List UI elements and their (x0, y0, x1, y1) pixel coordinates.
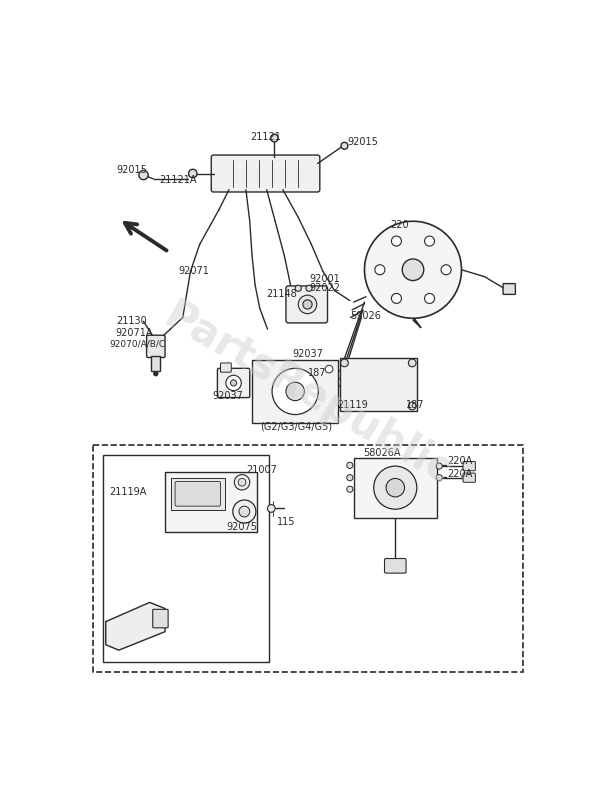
Polygon shape (106, 602, 165, 650)
Text: 220: 220 (391, 220, 409, 230)
Circle shape (347, 462, 353, 469)
Text: 187: 187 (308, 368, 326, 378)
Circle shape (402, 259, 424, 280)
Circle shape (391, 236, 401, 246)
Circle shape (239, 506, 250, 517)
Circle shape (154, 371, 158, 376)
Text: 92037: 92037 (212, 391, 243, 401)
Circle shape (233, 500, 256, 523)
FancyBboxPatch shape (220, 363, 231, 372)
Text: 92071A: 92071A (116, 328, 153, 338)
Circle shape (409, 359, 416, 367)
Bar (340, 358, 417, 411)
Bar (171, 477, 225, 510)
FancyBboxPatch shape (217, 368, 250, 397)
Circle shape (272, 368, 318, 414)
Circle shape (386, 478, 404, 497)
FancyBboxPatch shape (463, 473, 475, 482)
Circle shape (441, 265, 451, 275)
Circle shape (230, 380, 236, 386)
Text: 21130: 21130 (116, 316, 146, 327)
Circle shape (436, 463, 442, 469)
Circle shape (374, 466, 417, 509)
Circle shape (364, 221, 461, 318)
Text: 187: 187 (406, 400, 425, 410)
FancyBboxPatch shape (175, 481, 220, 506)
Text: 21121: 21121 (250, 133, 281, 142)
FancyBboxPatch shape (153, 609, 168, 628)
Circle shape (341, 142, 348, 149)
Circle shape (425, 294, 434, 304)
Text: 92015: 92015 (347, 137, 379, 147)
Circle shape (347, 486, 353, 492)
Bar (165, 472, 257, 531)
Bar (151, 356, 160, 371)
Text: (G2/G3/G4/G5): (G2/G3/G4/G5) (260, 422, 332, 432)
Text: 92037: 92037 (292, 349, 323, 359)
FancyBboxPatch shape (463, 462, 475, 471)
Circle shape (268, 505, 275, 513)
Circle shape (303, 300, 312, 309)
Circle shape (436, 475, 442, 480)
Text: 115: 115 (277, 517, 295, 527)
Circle shape (306, 285, 312, 291)
Text: 92075: 92075 (227, 522, 257, 532)
Text: 220A: 220A (448, 469, 473, 479)
Bar (354, 458, 437, 517)
Text: 21121A: 21121A (160, 175, 197, 185)
Text: 58026A: 58026A (363, 448, 400, 458)
Circle shape (226, 375, 241, 391)
Circle shape (391, 294, 401, 304)
Text: 21119: 21119 (337, 400, 368, 410)
FancyBboxPatch shape (211, 155, 320, 192)
Text: 220A: 220A (448, 457, 473, 466)
Circle shape (286, 382, 304, 400)
Circle shape (325, 365, 333, 373)
Text: 92015: 92015 (116, 165, 148, 174)
Circle shape (271, 134, 278, 142)
Circle shape (139, 170, 148, 180)
Text: 92070/A/B/C: 92070/A/B/C (110, 340, 166, 349)
FancyBboxPatch shape (385, 558, 406, 573)
Text: 92022: 92022 (309, 283, 340, 294)
Circle shape (425, 236, 434, 246)
Bar (252, 360, 338, 423)
Circle shape (235, 475, 250, 490)
FancyBboxPatch shape (286, 286, 328, 323)
Text: 92001: 92001 (309, 274, 340, 284)
Circle shape (375, 265, 385, 275)
Circle shape (341, 359, 349, 367)
Text: 59026: 59026 (350, 311, 382, 321)
Circle shape (298, 295, 317, 314)
Text: PartsRepublic: PartsRepublic (156, 295, 459, 494)
FancyBboxPatch shape (146, 335, 165, 357)
FancyBboxPatch shape (503, 283, 515, 294)
Text: 21119A: 21119A (110, 487, 147, 497)
Bar (103, 455, 269, 663)
Bar (94, 444, 523, 672)
Circle shape (238, 478, 246, 486)
Circle shape (188, 170, 197, 177)
Text: 92071: 92071 (178, 266, 209, 276)
Circle shape (347, 475, 353, 480)
Text: 21148: 21148 (266, 290, 298, 299)
Text: 21007: 21007 (246, 465, 277, 475)
Circle shape (295, 285, 301, 291)
Circle shape (409, 402, 416, 410)
